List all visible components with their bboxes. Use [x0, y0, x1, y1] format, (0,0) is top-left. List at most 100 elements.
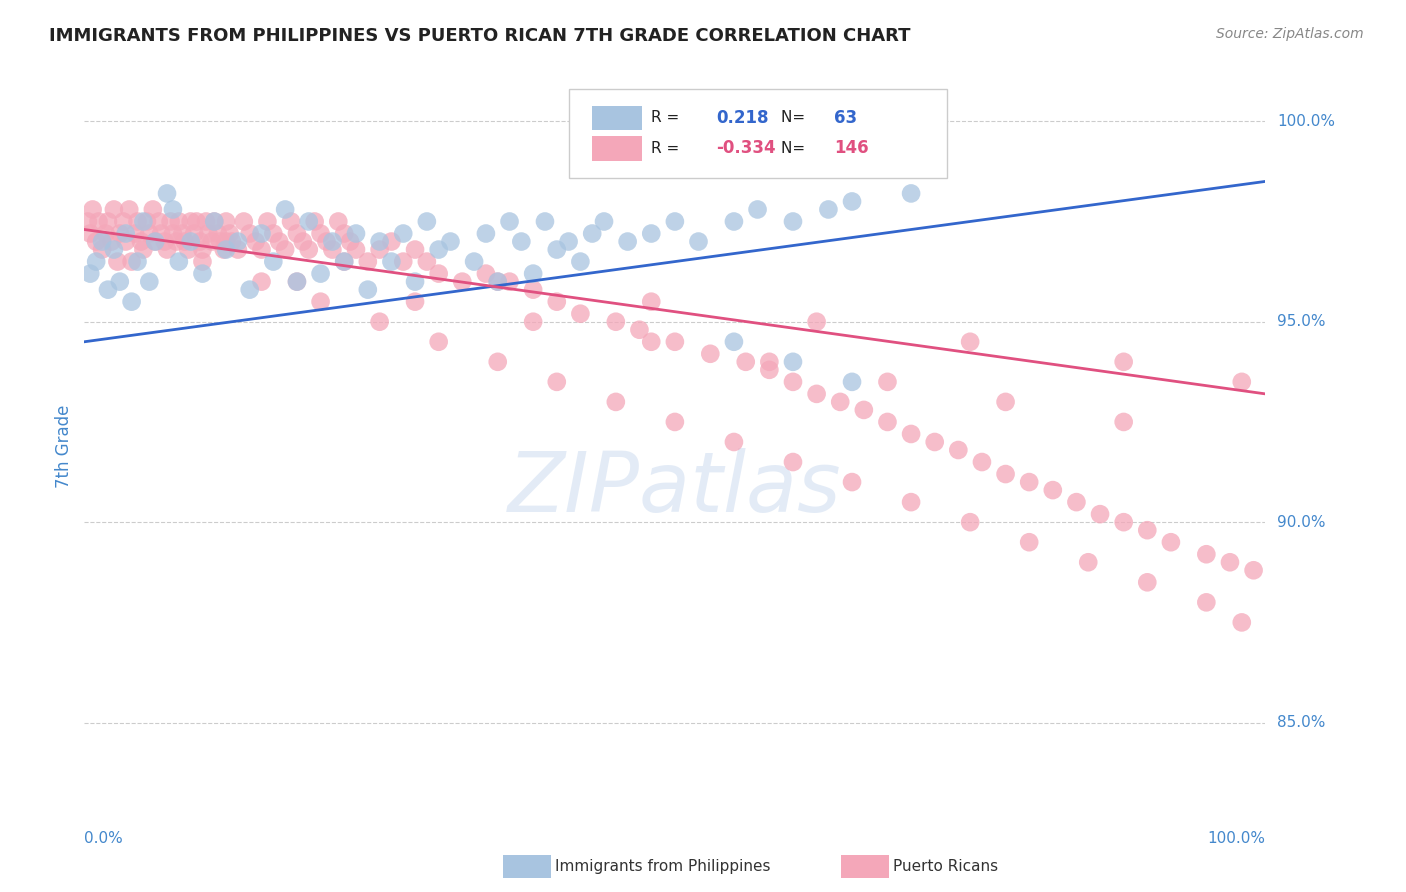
- Point: [250, 243, 273, 257]
- Point: [510, 235, 533, 249]
- Point: [357, 283, 380, 297]
- Point: [546, 294, 568, 309]
- Point: [107, 254, 129, 268]
- Point: [153, 235, 176, 249]
- Point: [309, 294, 332, 309]
- Point: [138, 227, 160, 241]
- Point: [640, 334, 662, 349]
- Text: 63: 63: [834, 109, 858, 127]
- Point: [291, 235, 314, 249]
- Point: [221, 235, 243, 249]
- Text: ZIPatlas: ZIPatlas: [508, 449, 842, 529]
- Point: [758, 363, 780, 377]
- Point: [416, 214, 439, 228]
- Point: [180, 235, 202, 249]
- Point: [148, 214, 170, 228]
- Point: [84, 235, 107, 249]
- Point: [569, 307, 592, 321]
- Y-axis label: 7th Grade: 7th Grade: [55, 404, 73, 488]
- Point: [77, 214, 100, 228]
- Point: [498, 214, 520, 228]
- Point: [285, 275, 308, 289]
- Point: [309, 267, 332, 281]
- Text: Immigrants from Philippines: Immigrants from Philippines: [555, 859, 770, 873]
- Point: [1230, 615, 1253, 630]
- Point: [959, 515, 981, 529]
- Point: [143, 235, 166, 249]
- Point: [439, 235, 461, 249]
- Point: [339, 235, 361, 249]
- Point: [392, 254, 415, 268]
- Point: [994, 395, 1017, 409]
- Point: [841, 375, 863, 389]
- Point: [112, 214, 135, 228]
- Point: [262, 254, 284, 268]
- Point: [159, 214, 181, 228]
- Point: [118, 202, 141, 217]
- Point: [1136, 523, 1159, 537]
- Point: [1243, 563, 1265, 577]
- Point: [177, 243, 200, 257]
- Point: [132, 214, 155, 228]
- Point: [304, 214, 326, 228]
- Point: [209, 235, 232, 249]
- Point: [876, 415, 898, 429]
- Point: [344, 227, 367, 241]
- Point: [486, 275, 509, 289]
- Point: [309, 227, 332, 241]
- Point: [640, 227, 662, 241]
- Point: [138, 275, 160, 289]
- Point: [344, 243, 367, 257]
- Point: [226, 235, 249, 249]
- Point: [1136, 575, 1159, 590]
- Text: 0.218: 0.218: [716, 109, 769, 127]
- Point: [82, 202, 104, 217]
- Point: [212, 243, 235, 257]
- Point: [162, 227, 184, 241]
- Point: [900, 427, 922, 442]
- Point: [970, 455, 993, 469]
- Point: [191, 254, 214, 268]
- FancyBboxPatch shape: [568, 89, 946, 178]
- Point: [156, 186, 179, 201]
- Point: [191, 243, 214, 257]
- Point: [91, 243, 114, 257]
- Point: [1230, 375, 1253, 389]
- Point: [959, 334, 981, 349]
- Point: [97, 214, 120, 228]
- Point: [1066, 495, 1088, 509]
- Point: [195, 214, 218, 228]
- Point: [215, 243, 238, 257]
- Point: [321, 235, 343, 249]
- Point: [156, 243, 179, 257]
- Point: [404, 294, 426, 309]
- Point: [269, 235, 291, 249]
- Point: [557, 235, 579, 249]
- Point: [404, 243, 426, 257]
- Point: [150, 227, 173, 241]
- Text: N=: N=: [782, 141, 810, 156]
- Point: [1195, 547, 1218, 561]
- Point: [183, 227, 205, 241]
- Point: [333, 227, 356, 241]
- Point: [841, 194, 863, 209]
- Point: [664, 334, 686, 349]
- Text: 146: 146: [834, 139, 869, 157]
- Point: [250, 227, 273, 241]
- Point: [167, 214, 190, 228]
- Point: [664, 415, 686, 429]
- Point: [758, 355, 780, 369]
- Point: [806, 387, 828, 401]
- Point: [534, 214, 557, 228]
- Point: [723, 334, 745, 349]
- Point: [1219, 555, 1241, 569]
- Text: R =: R =: [651, 141, 685, 156]
- Point: [285, 227, 308, 241]
- Point: [87, 214, 110, 228]
- Point: [142, 202, 165, 217]
- Text: 85.0%: 85.0%: [1277, 715, 1326, 731]
- Point: [328, 214, 350, 228]
- Point: [616, 235, 638, 249]
- Point: [522, 315, 544, 329]
- Point: [201, 235, 224, 249]
